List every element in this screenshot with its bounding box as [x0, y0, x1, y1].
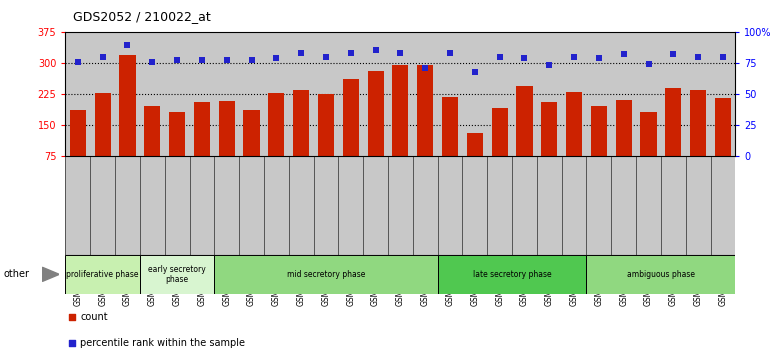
Point	[494, 54, 506, 59]
Text: count: count	[80, 312, 108, 322]
Bar	[417, 65, 434, 156]
Bar	[144, 106, 160, 156]
Bar	[616, 100, 631, 156]
Bar	[343, 79, 359, 156]
Point	[394, 50, 407, 56]
Bar	[517, 86, 533, 156]
Bar	[491, 108, 507, 156]
Bar	[367, 71, 383, 156]
Bar	[219, 101, 235, 156]
Bar	[318, 94, 334, 156]
Bar	[541, 102, 557, 156]
Point	[419, 65, 431, 71]
Point	[96, 54, 109, 59]
Point	[717, 54, 729, 59]
Bar	[268, 92, 284, 156]
Text: percentile rank within the sample: percentile rank within the sample	[80, 338, 245, 348]
Point	[196, 57, 208, 63]
Point	[66, 340, 79, 346]
Bar	[293, 90, 310, 156]
Bar	[442, 97, 458, 156]
Text: ambiguous phase: ambiguous phase	[627, 270, 695, 279]
Point	[543, 62, 555, 68]
Point	[171, 57, 183, 63]
Point	[618, 51, 630, 57]
Bar	[467, 133, 483, 156]
Point	[667, 51, 679, 57]
Bar	[715, 98, 731, 156]
Text: GDS2052 / 210022_at: GDS2052 / 210022_at	[73, 10, 211, 23]
Point	[444, 50, 456, 56]
Point	[66, 314, 79, 320]
Bar	[119, 55, 136, 156]
Point	[246, 57, 258, 63]
Text: mid secretory phase: mid secretory phase	[286, 270, 365, 279]
Bar	[95, 92, 111, 156]
Point	[642, 61, 654, 67]
Bar	[140, 255, 214, 294]
Point	[370, 47, 382, 53]
Text: late secretory phase: late secretory phase	[473, 270, 551, 279]
Point	[146, 59, 159, 64]
Bar	[169, 113, 185, 156]
Bar	[591, 106, 607, 156]
Bar	[243, 110, 259, 156]
Point	[270, 55, 283, 61]
Bar	[641, 113, 657, 156]
Bar	[194, 102, 210, 156]
Point	[220, 57, 233, 63]
Bar	[65, 255, 140, 294]
Point	[122, 43, 134, 48]
Text: proliferative phase: proliferative phase	[66, 270, 139, 279]
Point	[568, 54, 581, 59]
Point	[320, 54, 332, 59]
Text: early secretory
phase: early secretory phase	[148, 265, 206, 284]
Text: other: other	[4, 269, 30, 279]
Bar	[214, 255, 437, 294]
Point	[345, 50, 357, 56]
Point	[593, 55, 605, 61]
Point	[469, 69, 481, 74]
Point	[295, 50, 307, 56]
Bar	[566, 92, 582, 156]
Bar	[665, 88, 681, 156]
Bar	[587, 255, 735, 294]
Point	[692, 54, 705, 59]
Point	[72, 59, 84, 64]
Polygon shape	[42, 267, 59, 281]
Point	[518, 55, 531, 61]
Bar	[70, 110, 86, 156]
Bar	[437, 255, 587, 294]
Bar	[393, 65, 408, 156]
Bar	[690, 90, 706, 156]
